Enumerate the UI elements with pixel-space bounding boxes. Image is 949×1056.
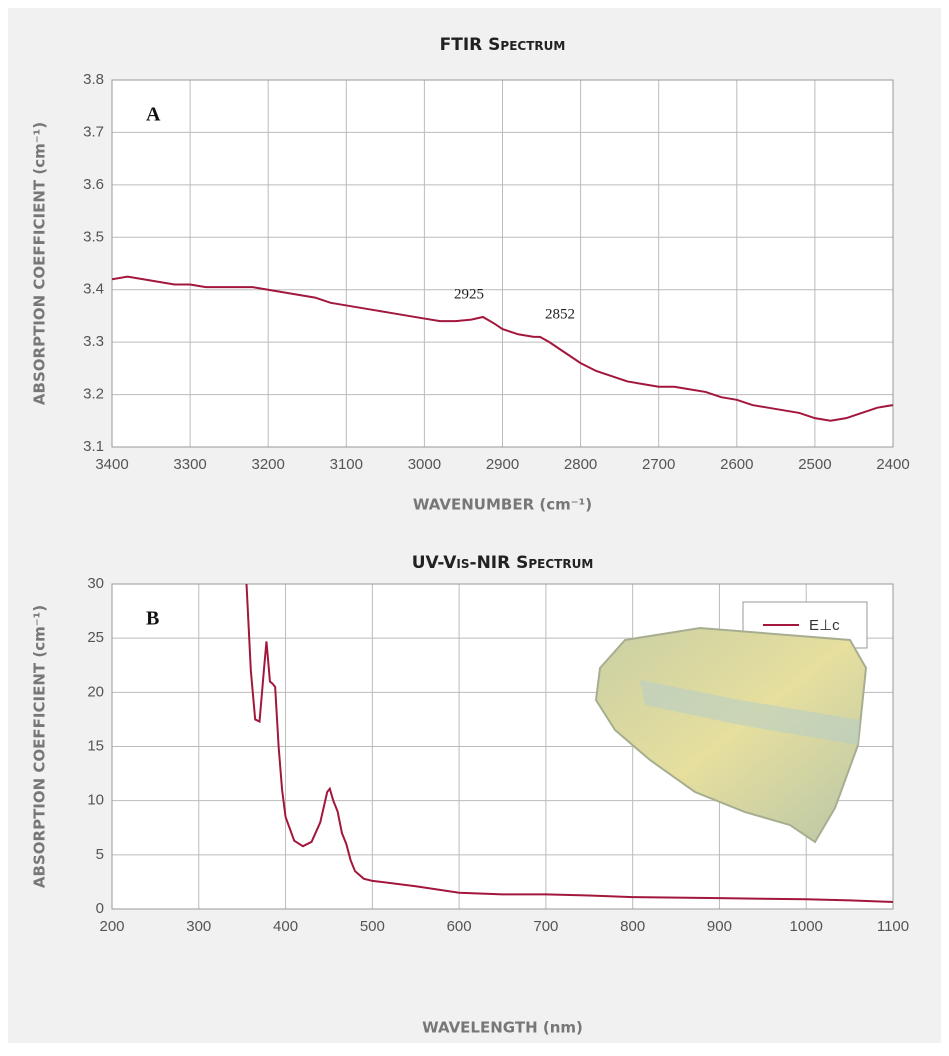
x-tick-label: 2700 (642, 456, 675, 473)
gem-photo-band (640, 680, 860, 745)
gem-photo (594, 626, 868, 844)
y-tick-label: 3.8 (83, 71, 104, 88)
x-tick-label: 2900 (486, 456, 519, 473)
data-line (112, 275, 893, 422)
panel-label: B (146, 608, 159, 630)
panel-label: A (146, 104, 161, 126)
y-tick-label: 15 (87, 737, 104, 754)
data-line (245, 584, 893, 903)
y-tick-label: 3.3 (83, 333, 104, 350)
panel: 3.1 3.2 3.3 3.4 3.5 3.6 3.7 3.8 3400 3300 3200 3100… (31, 35, 910, 514)
y-tick-label: 20 (87, 683, 104, 700)
x-tick-label: 300 (186, 918, 211, 935)
chart-title: FTIR Spectrum (440, 35, 566, 55)
chart-title: UV-Vis-NIR Spectrum (412, 553, 594, 573)
x-tick-label: 1000 (790, 918, 823, 935)
y-tick-label: 3.5 (83, 228, 104, 245)
plot-frame (111, 79, 894, 448)
y-axis-label: ABSORPTION COEFFICIENT (cm⁻¹) (31, 122, 49, 405)
y-tick-label: 3.6 (83, 176, 104, 193)
x-tick-label: 600 (447, 918, 472, 935)
x-axis-label: WAVENUMBER (cm⁻¹) (413, 496, 592, 514)
y-tick-label: 3.4 (83, 281, 104, 298)
y-tick-label: 3.7 (83, 123, 104, 140)
annotation: 2852 (545, 306, 575, 322)
y-tick-label: 10 (87, 792, 104, 809)
x-axis-label: WAVELENGTH (nm) (422, 1019, 583, 1037)
x-tick-label: 2800 (564, 456, 597, 473)
annotation: 2925 (454, 286, 484, 302)
legend-label: E⊥c (809, 617, 840, 634)
x-tick-label: 200 (99, 918, 124, 935)
x-tick-label: 800 (620, 918, 645, 935)
x-tick-label: 1100 (877, 918, 909, 935)
y-tick-label: 3.2 (83, 386, 104, 403)
y-tick-label: 3.1 (83, 438, 104, 455)
x-tick-label: 400 (273, 918, 298, 935)
x-tick-label: 900 (707, 918, 732, 935)
x-tick-label: 3300 (173, 456, 206, 473)
x-tick-label: 3000 (408, 456, 441, 473)
y-tick-label: 0 (96, 900, 104, 917)
x-tick-label: 3100 (330, 456, 363, 473)
x-tick-label: 700 (533, 918, 558, 935)
x-tick-label: 3200 (252, 456, 285, 473)
x-tick-label: 2500 (798, 456, 831, 473)
x-tick-label: 2400 (876, 456, 909, 473)
y-axis-label: ABSORPTION COEFFICIENT (cm⁻¹) (31, 605, 49, 888)
y-tick-label: 5 (96, 846, 104, 863)
x-tick-label: 500 (360, 918, 385, 935)
y-tick-label: 25 (87, 629, 104, 646)
x-tick-label: 2600 (720, 456, 753, 473)
plot-frame (111, 583, 894, 910)
y-tick-label: 30 (87, 575, 104, 592)
x-tick-label: 3400 (95, 456, 128, 473)
